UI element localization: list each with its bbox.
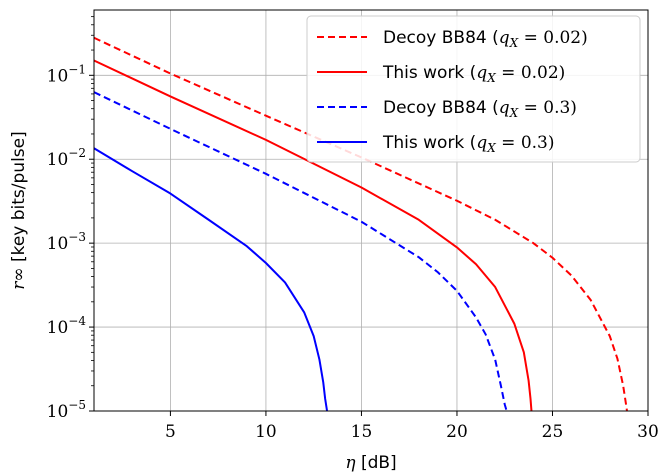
x-tick-label: 15	[351, 422, 373, 442]
legend-box	[306, 15, 641, 163]
x-tick-label: 5	[165, 422, 176, 442]
y-tick-label: 10−4	[47, 314, 87, 338]
series-lines	[93, 36, 628, 412]
y-tick-label: 10−1	[47, 62, 86, 86]
plot-frame	[93, 9, 649, 412]
legend-label-1: Decoy BB84 (qX = 0.02)	[383, 28, 588, 50]
x-axis-ticks: 5 10 15 20 25 30	[165, 411, 659, 442]
legend: Decoy BB84 (qX = 0.02) This work (qX = 0.…	[306, 15, 641, 163]
y-tick-label: 10−3	[47, 230, 86, 254]
legend-label-3: Decoy BB84 (qX = 0.3)	[383, 98, 577, 120]
legend-label-2: This work (qX = 0.02)	[382, 63, 565, 85]
series-line-4	[93, 147, 329, 412]
x-tick-label: 20	[446, 422, 468, 442]
x-tick-label: 30	[637, 422, 659, 442]
y-axis-ticks: 10−5 10−4 10−3 10−2 10−1	[47, 16, 94, 422]
series-line-3	[93, 91, 508, 412]
y-tick-label: 10−2	[47, 146, 86, 170]
x-tick-label: 25	[542, 422, 564, 442]
y-tick-label: 10−5	[47, 398, 86, 422]
legend-label-4: This work (qX = 0.3)	[382, 133, 555, 155]
y-axis-label: r∞ [key bits/pulse]	[9, 131, 29, 290]
x-axis-label: η [dB]	[345, 453, 396, 473]
x-tick-label: 10	[255, 422, 277, 442]
series-line-1	[93, 36, 628, 412]
series-line-2	[93, 59, 533, 412]
